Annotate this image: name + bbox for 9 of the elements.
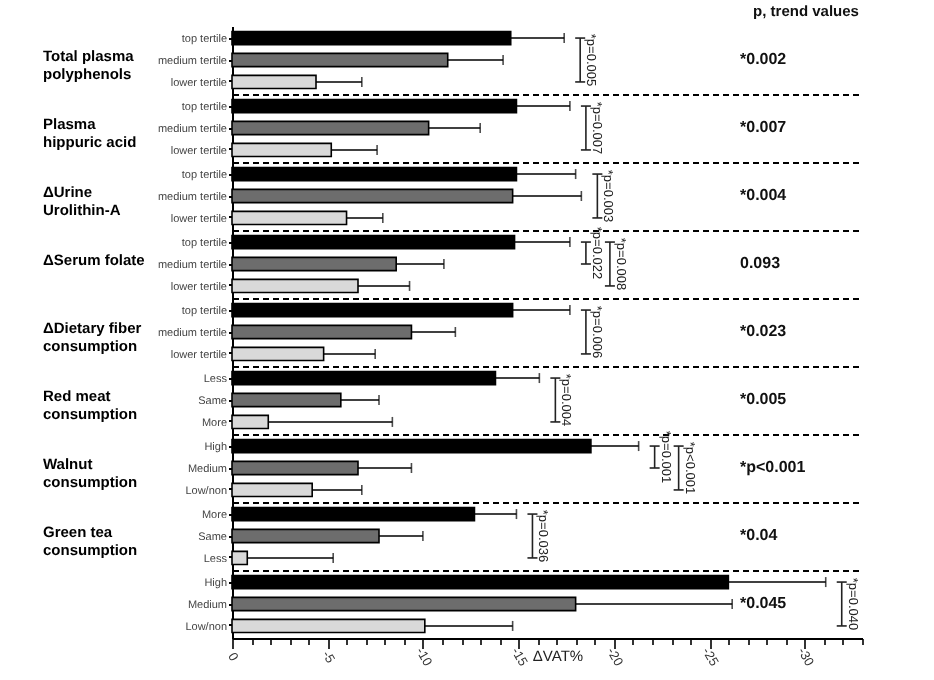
annotation: *0.002 bbox=[740, 50, 788, 68]
annotation: *0.023 bbox=[740, 322, 788, 340]
annotation: *0.004 bbox=[740, 186, 788, 204]
annotation: *0.045 bbox=[740, 594, 788, 612]
annotation: 0.093 bbox=[740, 254, 782, 272]
annotation: *0.007 bbox=[740, 118, 788, 136]
annotation: *p<0.001 bbox=[740, 458, 807, 476]
annotation: *0.04 bbox=[740, 526, 779, 544]
annotation: *0.005 bbox=[740, 390, 788, 408]
